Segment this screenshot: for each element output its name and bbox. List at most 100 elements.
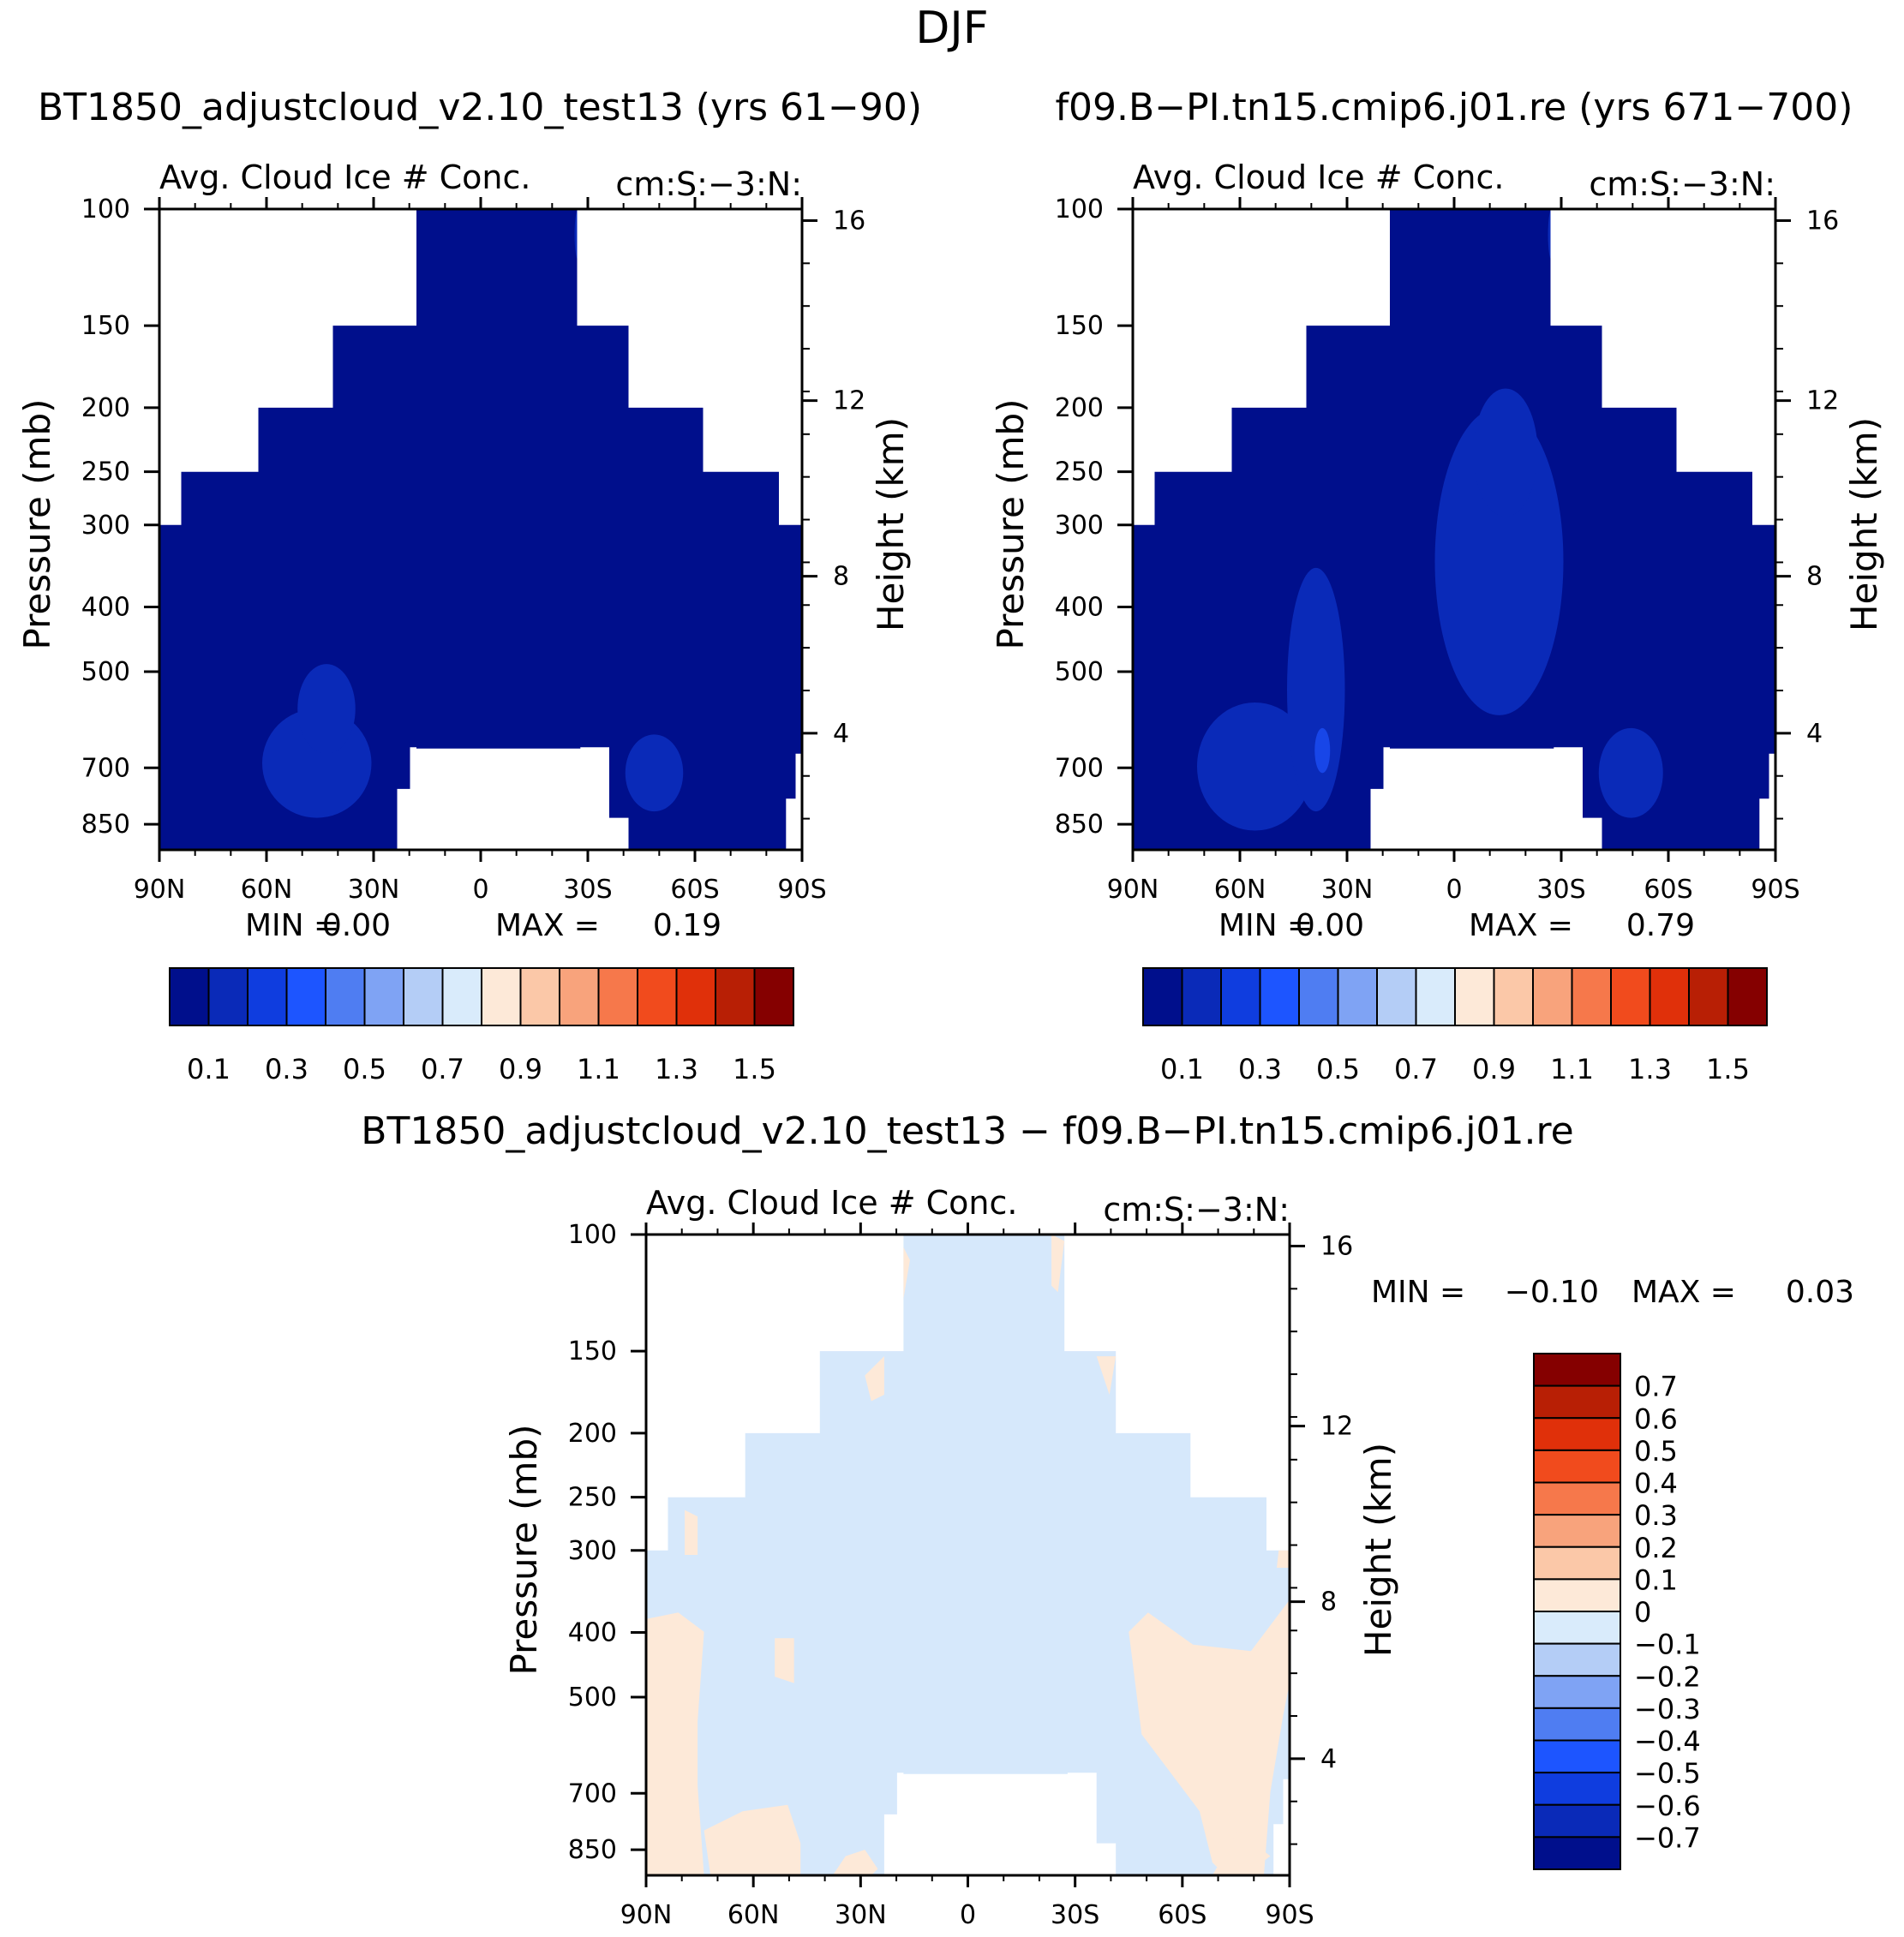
y-tick-label: 500 [81, 657, 130, 687]
colorbar-label: 0.7 [421, 1053, 464, 1085]
x-tick-label: 30N [835, 1900, 887, 1930]
y-tick-label: 250 [81, 457, 130, 487]
colorbar-label: −0.3 [1634, 1693, 1701, 1725]
x-tick-label: 0 [1446, 875, 1462, 905]
y-tick-label: 200 [81, 393, 130, 423]
y-tick-label: 700 [1055, 753, 1104, 783]
y-tick-label: 100 [568, 1220, 617, 1250]
x-tick-label: 0 [960, 1900, 976, 1930]
x-tick-label: 0 [472, 875, 488, 905]
y-right-axis-label: Height (km) [1843, 417, 1885, 631]
units-label: cm:S:−3:N: [615, 165, 802, 203]
contour-positive [1129, 1599, 1290, 1875]
colorbar: 0.1 0.3 0.5 0.7 0.9 1.1 1.3 1.5 [1142, 967, 1768, 1085]
colorbar-box [1533, 1611, 1621, 1645]
colorbar-label: −0.5 [1634, 1757, 1701, 1790]
colorbar-box [1415, 967, 1456, 1026]
x-tick-label: 90S [1265, 1900, 1314, 1930]
y-tick-label: 700 [81, 753, 130, 783]
colorbar-label: 0.6 [1634, 1402, 1678, 1435]
colorbar-label: 0.9 [499, 1053, 542, 1085]
contour-01 [625, 734, 684, 812]
colorbar-box [715, 967, 756, 1026]
x-tick-label: 90S [1751, 875, 1799, 905]
colorbar-box [1688, 967, 1729, 1026]
field [646, 1235, 1290, 1875]
contour-positive [704, 1804, 801, 1875]
colorbar-box [1533, 1675, 1621, 1709]
colorbar-box [1533, 1545, 1621, 1581]
y-tick-label: 250 [1055, 457, 1104, 487]
colorbar-box [1259, 967, 1300, 1026]
y-right-tick-label: 12 [833, 386, 865, 416]
max-label: MAX = [495, 908, 600, 943]
y-right-axis-label: Height (km) [870, 417, 912, 631]
contour-01 [1287, 567, 1345, 812]
contour-01 [574, 209, 583, 260]
x-tick-label: 30S [563, 875, 612, 905]
panel-3: BT1850_adjustcloud_v2.10_test13 − f09.B−… [361, 1109, 1854, 1930]
x-tick-label: 90S [777, 875, 826, 905]
colorbar-box [1493, 967, 1534, 1026]
colorbar-box [1610, 967, 1651, 1026]
y-right-tick-label: 4 [1320, 1744, 1337, 1774]
colorbar-box [363, 967, 404, 1026]
colorbar: 0.1 0.3 0.5 0.7 0.9 1.1 1.3 1.5 [169, 967, 794, 1085]
variable-label: Avg. Cloud Ice # Conc. [159, 158, 530, 196]
units-label: cm:S:−3:N: [1103, 1191, 1290, 1229]
y-right-tick-label: 4 [833, 719, 849, 749]
colorbar-box [597, 967, 638, 1026]
y-tick-label: 700 [568, 1779, 617, 1808]
colorbar-box [1533, 1578, 1621, 1612]
colorbar: 0.70.60.50.40.30.20.10−0.1−0.2−0.3−0.4−0… [1533, 1353, 1701, 1870]
y-tick-label: 850 [568, 1835, 617, 1865]
colorbar-label: 1.1 [577, 1053, 620, 1085]
colorbar-box [1533, 1642, 1621, 1677]
colorbar-label: 0.7 [1634, 1371, 1678, 1403]
contour-positive [1096, 1356, 1117, 1395]
y-tick-label: 150 [568, 1336, 617, 1366]
colorbar-label: 0.5 [343, 1053, 386, 1085]
colorbar-label: 1.3 [655, 1053, 698, 1085]
colorbar-label: 0.5 [1634, 1435, 1678, 1468]
colorbar-box [1533, 1836, 1621, 1870]
x-tick-label: 30N [1321, 875, 1374, 905]
contour-01 [297, 664, 356, 754]
colorbar-box [325, 967, 366, 1026]
contour-01 [1473, 388, 1538, 517]
colorbar-box [403, 967, 444, 1026]
y-right-tick-label: 16 [1320, 1231, 1353, 1261]
units-label: cm:S:−3:N: [1589, 165, 1775, 203]
colorbar-box [207, 967, 248, 1026]
min-value: 0.00 [1296, 908, 1364, 943]
colorbar-box [1533, 1481, 1621, 1516]
colorbar-box [1533, 1384, 1621, 1420]
colorbar-box [1727, 967, 1768, 1026]
variable-label: Avg. Cloud Ice # Conc. [1133, 158, 1504, 196]
colorbar-label: 1.3 [1628, 1053, 1672, 1085]
min-label: MIN = [1371, 1275, 1465, 1310]
y-tick-label: 850 [1055, 810, 1104, 840]
colorbar-box [1533, 1739, 1621, 1774]
colorbar-box [169, 967, 210, 1026]
colorbar-box [1337, 967, 1378, 1026]
colorbar-box [1142, 967, 1183, 1026]
y-tick-label: 150 [81, 311, 130, 341]
x-tick-label: 90N [1107, 875, 1159, 905]
colorbar-label: 0.1 [1634, 1563, 1678, 1596]
case-title: BT1850_adjustcloud_v2.10_test13 − f09.B−… [361, 1109, 1573, 1153]
colorbar-box [1533, 1707, 1621, 1742]
y-tick-label: 200 [568, 1419, 617, 1449]
max-value: 0.79 [1626, 908, 1695, 943]
min-value: −0.10 [1505, 1275, 1599, 1310]
page-title: DJF [915, 3, 988, 54]
colorbar-box [1649, 967, 1690, 1026]
min-label: MIN = [1218, 908, 1313, 943]
y-tick-label: 400 [568, 1618, 617, 1648]
contour-02 [1314, 727, 1331, 774]
colorbar-label: 0.5 [1316, 1053, 1360, 1085]
max-value: 0.19 [653, 908, 721, 943]
colorbar-label: 0.7 [1394, 1053, 1438, 1085]
colorbar-label: 0.1 [187, 1053, 231, 1085]
colorbar-box [1532, 967, 1573, 1026]
